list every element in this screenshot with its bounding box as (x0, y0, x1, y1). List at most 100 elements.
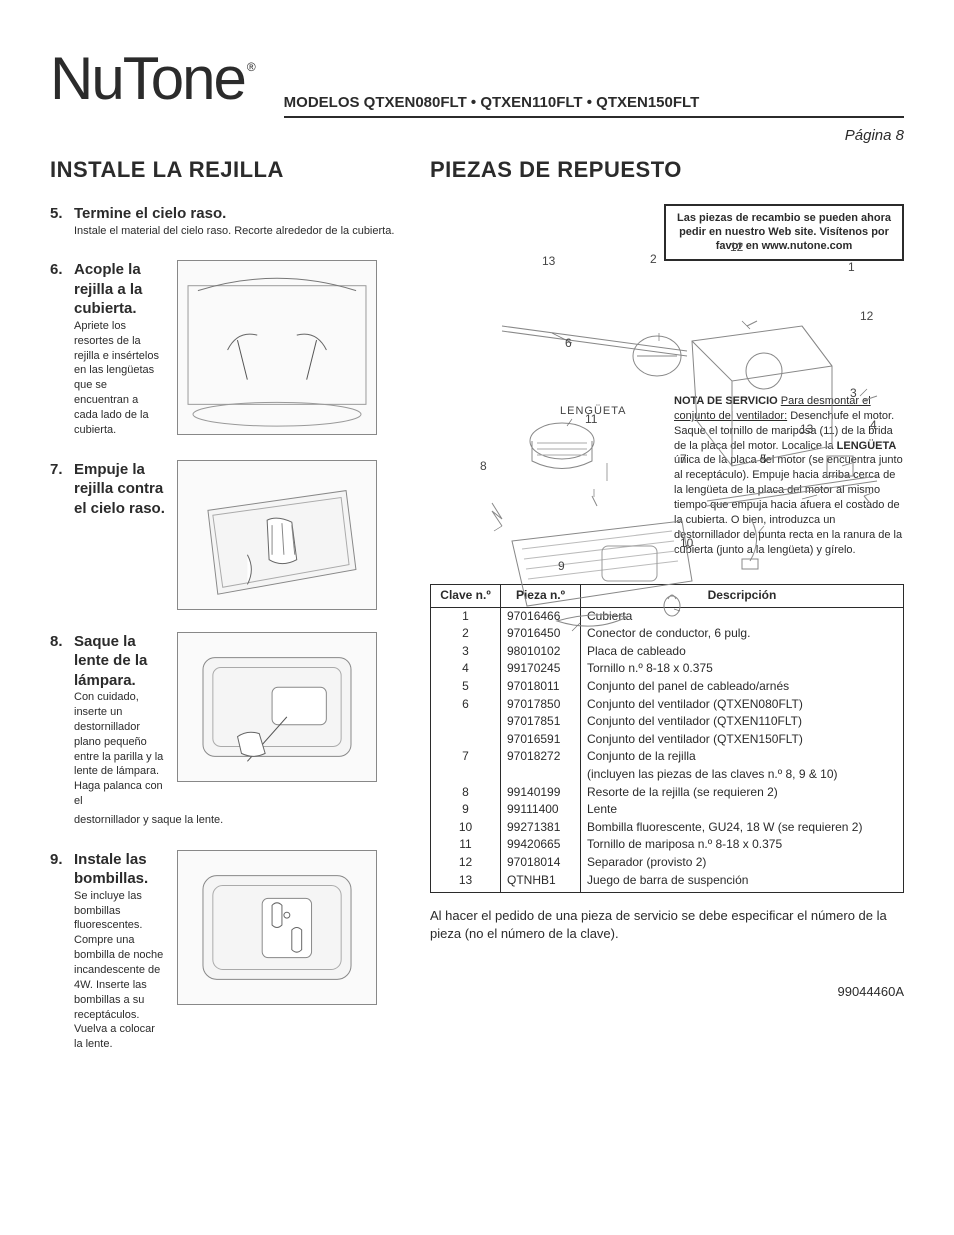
cell-clave: 10 (431, 819, 501, 837)
step-6-num: 6. (50, 260, 74, 280)
table-row: 499170245Tornillo n.º 8-18 x 0.375 (431, 660, 904, 678)
cell-desc: Juego de barra de suspención (581, 872, 904, 893)
callout-5: 5 (760, 452, 767, 468)
cell-pieza: 97018272 (501, 748, 581, 766)
models-line: MODELOS QTXEN080FLT • QTXEN110FLT • QTXE… (284, 93, 904, 119)
logo-part1: Nu (50, 40, 123, 118)
step-8-overflow: destornillador y saque la lente. (50, 813, 400, 828)
cell-pieza: 97016591 (501, 731, 581, 749)
table-row: 1099271381Bombilla fluorescente, GU24, 1… (431, 819, 904, 837)
cell-clave: 8 (431, 784, 501, 802)
table-row: 13QTNHB1Juego de barra de suspención (431, 872, 904, 893)
cell-clave: 3 (431, 643, 501, 661)
cell-desc: Bombilla fluorescente, GU24, 18 W (se re… (581, 819, 904, 837)
cell-pieza: 99170245 (501, 660, 581, 678)
page-header: NuTone® MODELOS QTXEN080FLT • QTXEN110FL… (50, 40, 904, 118)
cell-pieza: 99271381 (501, 819, 581, 837)
cell-pieza: 97017851 (501, 713, 581, 731)
cell-clave: 11 (431, 836, 501, 854)
callout-6: 6 (565, 336, 572, 352)
cell-desc: Conjunto de la rejilla (581, 748, 904, 766)
cell-desc: Tornillo n.º 8-18 x 0.375 (581, 660, 904, 678)
callout-4: 4 (870, 418, 877, 434)
cell-desc: Separador (provisto 2) (581, 854, 904, 872)
step-9: 9. Instale las bombillas. Se incluye las… (50, 850, 400, 1052)
cell-pieza: QTNHB1 (501, 872, 581, 893)
step-7-num: 7. (50, 460, 74, 480)
callout-7: 7 (680, 452, 687, 468)
cell-clave: 6 (431, 696, 501, 714)
cell-desc: Lente (581, 801, 904, 819)
callout-3: 3 (850, 386, 857, 402)
cell-desc: Conjunto del ventilador (QTXEN110FLT) (581, 713, 904, 731)
cell-pieza (501, 766, 581, 784)
cell-clave: 5 (431, 678, 501, 696)
table-row: 899140199Resorte de la rejilla (se requi… (431, 784, 904, 802)
step-6-body: Apriete los resortes de la rejilla e ins… (74, 319, 165, 438)
step-6-figure (177, 260, 377, 435)
cell-pieza: 97017850 (501, 696, 581, 714)
cell-desc: (incluyen las piezas de las claves n.º 8… (581, 766, 904, 784)
step-5-body: Instale el material del cielo raso. Reco… (50, 224, 400, 239)
content-columns: INSTALE LA REJILLA 5. Termine el cielo r… (50, 156, 904, 1075)
cell-pieza: 99420665 (501, 836, 581, 854)
step-5-title: Termine el cielo raso. (74, 204, 226, 224)
callout-9: 9 (558, 559, 565, 575)
table-row: 797018272Conjunto de la rejilla (431, 748, 904, 766)
cell-clave (431, 713, 501, 731)
table-row: 597018011Conjunto del panel de cableado/… (431, 678, 904, 696)
step-9-title: Instale las bombillas. (74, 850, 165, 889)
callout-10: 10 (680, 536, 693, 552)
cell-clave: 9 (431, 801, 501, 819)
cell-desc: Conjunto del ventilador (QTXEN080FLT) (581, 696, 904, 714)
table-row: 1199420665Tornillo de mariposa n.º 8-18 … (431, 836, 904, 854)
logo-part2: Tone (123, 40, 245, 118)
cell-desc: Tornillo de mariposa n.º 8-18 x 0.375 (581, 836, 904, 854)
callout-12b: 12 (860, 309, 873, 325)
table-row: 697017850Conjunto del ventilador (QTXEN0… (431, 696, 904, 714)
table-row: (incluyen las piezas de las claves n.º 8… (431, 766, 904, 784)
callout-2: 2 (650, 252, 657, 268)
callout-11: 11 (585, 412, 597, 428)
step-5: 5. Termine el cielo raso. Instale el mat… (50, 204, 400, 238)
step-9-body: Se incluye las bombillas fluorescentes. … (74, 889, 165, 1052)
cell-pieza: 98010102 (501, 643, 581, 661)
cell-clave: 12 (431, 854, 501, 872)
cell-pieza: 97018011 (501, 678, 581, 696)
table-row: 999111400Lente (431, 801, 904, 819)
cell-desc: Resorte de la rejilla (se requieren 2) (581, 784, 904, 802)
exploded-view: 13 2 12 12 1 3 4 5 13 6 LENGÜETA 8 11 7 … (430, 204, 904, 574)
cell-clave (431, 731, 501, 749)
ordering-note: Al hacer el pedido de una pieza de servi… (430, 907, 904, 943)
logo-registered: ® (247, 60, 254, 76)
table-row: 398010102Placa de cableado (431, 643, 904, 661)
step-5-num: 5. (50, 204, 74, 224)
cell-pieza: 97018014 (501, 854, 581, 872)
left-heading: INSTALE LA REJILLA (50, 156, 400, 185)
cell-pieza: 99140199 (501, 784, 581, 802)
left-column: INSTALE LA REJILLA 5. Termine el cielo r… (50, 156, 400, 1075)
cell-clave: 4 (431, 660, 501, 678)
table-row: 1297018014Separador (provisto 2) (431, 854, 904, 872)
step-6-title: Acople la rejilla a la cubierta. (74, 260, 165, 319)
step-8-title: Saque la lente de la lámpara. (74, 632, 165, 691)
cell-pieza: 99111400 (501, 801, 581, 819)
step-7-figure (177, 460, 377, 610)
brand-logo: NuTone® (50, 40, 254, 118)
page-number: Página 8 (50, 126, 904, 146)
table-row: 97017851Conjunto del ventilador (QTXEN11… (431, 713, 904, 731)
step-7: 7. Empuje la rejilla contra el cielo ras… (50, 460, 400, 610)
cell-desc: Conjunto del panel de cableado/arnés (581, 678, 904, 696)
right-column: PIEZAS DE REPUESTO Las piezas de recambi… (430, 156, 904, 1075)
cell-clave: 7 (431, 748, 501, 766)
right-heading: PIEZAS DE REPUESTO (430, 156, 904, 185)
step-6: 6. Acople la rejilla a la cubierta. Apri… (50, 260, 400, 437)
cell-clave: 13 (431, 872, 501, 893)
step-8: 8. Saque la lente de la lámpara. Con cui… (50, 632, 400, 828)
document-number: 99044460A (430, 984, 904, 1001)
callout-12a: 12 (730, 240, 743, 256)
table-row: 97016591Conjunto del ventilador (QTXEN15… (431, 731, 904, 749)
step-8-num: 8. (50, 632, 74, 652)
cell-clave (431, 766, 501, 784)
cell-desc: Conjunto del ventilador (QTXEN150FLT) (581, 731, 904, 749)
